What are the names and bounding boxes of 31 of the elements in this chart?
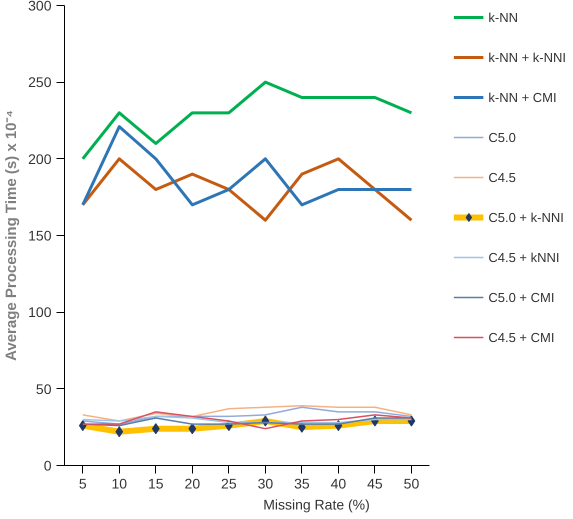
x-tick-label: 45	[367, 476, 383, 492]
x-tick-label: 40	[330, 476, 346, 492]
x-tick-label: 10	[111, 476, 128, 492]
legend-label: C5.0 + k-NNI	[488, 210, 564, 224]
legend-label: k-NN + CMI	[488, 90, 557, 104]
line-series	[81, 80, 413, 160]
y-tick-label: 250	[28, 74, 52, 90]
y-tick-label: 50	[36, 380, 52, 397]
x-tick-label: 5	[78, 476, 87, 492]
line-series	[81, 157, 413, 222]
legend-label: C4.5 + kNNI	[488, 250, 560, 264]
legend-label: C4.5	[488, 170, 516, 184]
y-tick-label: 100	[28, 304, 52, 320]
legend-label: k-NN	[488, 10, 518, 24]
y-tick-label: 300	[28, 0, 52, 14]
line-series	[81, 125, 413, 206]
x-tick-label: 15	[148, 476, 164, 492]
x-axis-title: Missing Rate (%)	[263, 496, 370, 512]
y-tick-label: 200	[28, 150, 52, 167]
legend-label: k-NN + k-NNI	[488, 50, 566, 64]
y-tick-label: 150	[28, 228, 52, 244]
x-tick-label: 25	[221, 476, 237, 492]
legend-label: C5.0 + CMI	[488, 290, 554, 304]
legend-label: C5.0	[488, 130, 516, 144]
y-tick-label: 0	[44, 458, 52, 474]
x-tick-label: 50	[404, 476, 420, 492]
x-tick-label: 30	[258, 476, 274, 492]
x-tick-label: 35	[294, 476, 310, 492]
y-axis-title: Average Processing Time (s) x 10⁻⁴	[3, 110, 20, 361]
legend-label: C4.5 + CMI	[488, 330, 554, 344]
x-tick-label: 20	[184, 476, 200, 492]
